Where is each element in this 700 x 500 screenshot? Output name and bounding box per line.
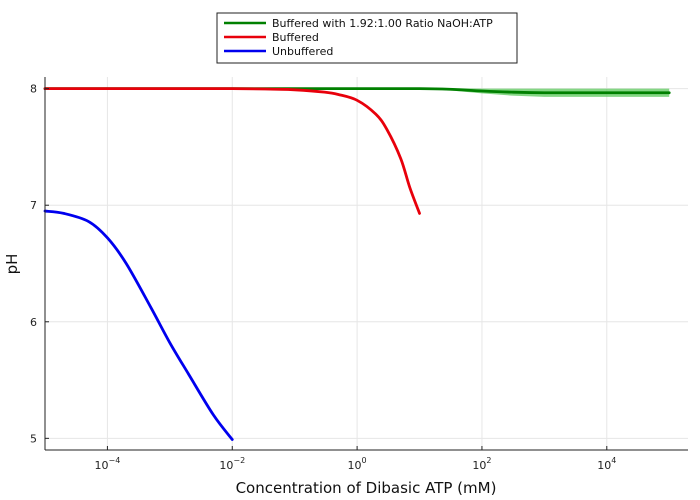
grid-lines <box>45 77 688 450</box>
x-tick-label: 104 <box>597 456 616 472</box>
legend-entry-3: Unbuffered <box>224 45 333 58</box>
series-line-3 <box>43 209 234 441</box>
x-tick-label: 10−4 <box>95 456 121 472</box>
tick-labels: 10−4 10−2 100 102 104 5 6 7 8 <box>30 83 616 472</box>
legend-label-3: Unbuffered <box>272 45 333 58</box>
legend-entry-1: Buffered with 1.92:1.00 Ratio NaOH:ATP <box>224 17 493 30</box>
y-tick-label: 6 <box>30 316 37 329</box>
legend-entry-2: Buffered <box>224 31 319 44</box>
y-tick-label: 8 <box>30 83 37 96</box>
y-axis-label: pH <box>3 254 21 275</box>
legend-label-1: Buffered with 1.92:1.00 Ratio NaOH:ATP <box>272 17 493 30</box>
y-tick-label: 7 <box>30 199 37 212</box>
axes <box>44 77 688 451</box>
series-band-1 <box>45 88 670 97</box>
confidence-bands <box>45 88 670 97</box>
x-axis-label: Concentration of Dibasic ATP (mM) <box>236 479 497 497</box>
x-tick-label: 102 <box>472 456 491 472</box>
series-line-2 <box>43 87 421 215</box>
legend: Buffered with 1.92:1.00 Ratio NaOH:ATP B… <box>216 12 518 64</box>
x-tick-label: 10−2 <box>219 456 245 472</box>
legend-label-2: Buffered <box>272 31 319 44</box>
legend-box <box>216 12 518 64</box>
y-tick-label: 5 <box>30 432 37 445</box>
x-tick-label: 100 <box>348 456 367 472</box>
series-lines <box>43 87 671 441</box>
